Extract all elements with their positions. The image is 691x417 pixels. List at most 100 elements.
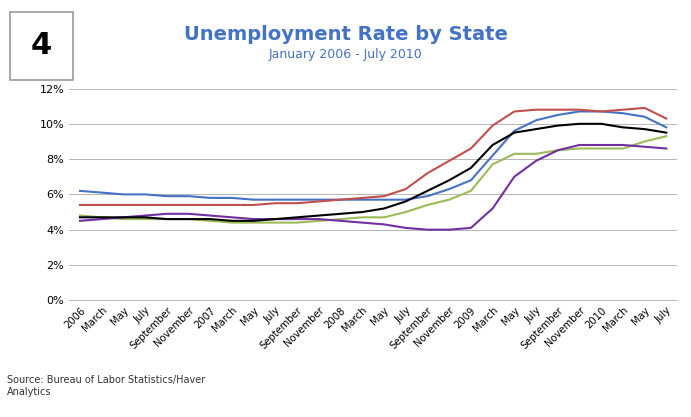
Ohio [76,203,84,208]
US [553,123,562,128]
US [576,121,584,126]
Pennsylvania [401,209,410,214]
West Virginia [466,226,475,231]
US [618,125,627,130]
Line: Kentucky: Kentucky [80,111,666,200]
Ohio [293,201,301,206]
West Virginia [337,219,345,224]
US [141,215,149,220]
Ohio [532,107,540,112]
Ohio [618,107,627,112]
Pennsylvania [206,219,214,224]
Pennsylvania [597,146,605,151]
Pennsylvania [489,162,497,167]
Kentucky [206,196,214,201]
Ohio [424,171,432,176]
Ohio [358,196,366,201]
Pennsylvania [641,139,649,144]
Pennsylvania [76,213,84,218]
Pennsylvania [97,215,106,220]
US [120,215,128,220]
Line: West Virginia: West Virginia [80,145,666,230]
US [76,215,84,220]
US [466,166,475,171]
Kentucky [76,188,84,193]
Pennsylvania [314,219,323,224]
US [510,130,518,135]
US [162,216,171,221]
Kentucky [662,125,670,130]
West Virginia [510,174,518,179]
Ohio [401,186,410,191]
US [314,213,323,218]
West Virginia [489,206,497,211]
Kentucky [358,197,366,202]
Ohio [445,158,453,163]
Ohio [206,203,214,208]
Pennsylvania [249,220,258,225]
US [337,211,345,216]
US [184,216,193,221]
Kentucky [120,192,128,197]
Pennsylvania [120,216,128,221]
Kentucky [510,128,518,133]
Ohio [641,106,649,111]
Kentucky [597,109,605,114]
Text: January 2006 - July 2010: January 2006 - July 2010 [269,48,422,61]
Pennsylvania [510,151,518,156]
Ohio [141,203,149,208]
US [228,219,236,224]
Pennsylvania [576,146,584,151]
Pennsylvania [272,220,280,225]
US [249,219,258,224]
Pennsylvania [184,216,193,221]
Ohio [597,109,605,114]
Kentucky [532,118,540,123]
West Virginia [576,143,584,148]
Text: Source: Bureau of Labor Statistics/Haver
Analytics: Source: Bureau of Labor Statistics/Haver… [7,375,205,397]
Kentucky [184,193,193,198]
West Virginia [641,144,649,149]
Kentucky [424,193,432,198]
Pennsylvania [337,216,345,221]
Pennsylvania [293,220,301,225]
Kentucky [272,197,280,202]
West Virginia [618,143,627,148]
West Virginia [597,143,605,148]
Pennsylvania [618,146,627,151]
Text: 4: 4 [31,31,52,60]
West Virginia [532,158,540,163]
US [489,143,497,148]
West Virginia [272,216,280,221]
Kentucky [380,197,388,202]
Kentucky [162,193,171,198]
Line: Ohio: Ohio [80,108,666,205]
West Virginia [249,216,258,221]
West Virginia [424,227,432,232]
US [662,130,670,135]
Pennsylvania [445,197,453,202]
West Virginia [162,211,171,216]
Ohio [576,107,584,112]
Ohio [97,203,106,208]
Line: US: US [80,124,666,221]
US [532,127,540,132]
Line: Pennsylvania: Pennsylvania [80,136,666,223]
West Virginia [120,215,128,220]
Kentucky [337,197,345,202]
US [293,215,301,220]
Kentucky [641,114,649,119]
US [272,216,280,221]
West Virginia [314,216,323,221]
West Virginia [206,213,214,218]
US [424,188,432,193]
Pennsylvania [162,216,171,221]
US [206,216,214,221]
US [401,199,410,204]
Ohio [228,203,236,208]
Pennsylvania [662,134,670,139]
West Virginia [380,222,388,227]
Pennsylvania [358,215,366,220]
Kentucky [141,192,149,197]
Kentucky [489,153,497,158]
